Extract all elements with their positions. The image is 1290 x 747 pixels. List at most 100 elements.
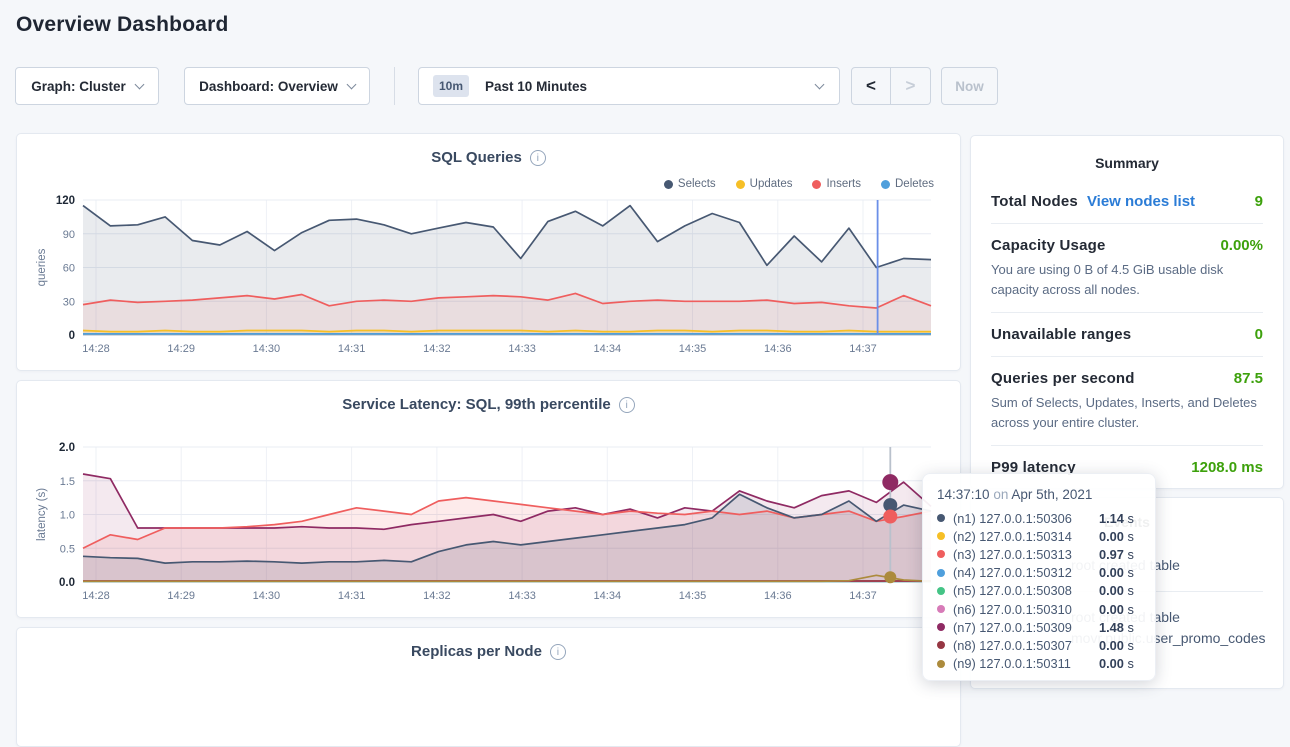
tooltip-node-address: (n1) 127.0.0.1:50306 — [953, 511, 1099, 526]
svg-text:14:36: 14:36 — [764, 590, 792, 602]
chart-legend: Selects Updates Inserts Deletes — [664, 178, 934, 190]
chart-title: SQL Queries — [431, 149, 522, 166]
svg-text:0.5: 0.5 — [60, 543, 75, 555]
summary-row-capacity: Capacity Usage 0.00% You are using 0 B o… — [991, 224, 1263, 313]
summary-label: Capacity Usage — [991, 237, 1106, 254]
tooltip-node-address: (n2) 127.0.0.1:50314 — [953, 529, 1099, 544]
tooltip-node-value: 1.14 s — [1099, 511, 1134, 526]
tooltip-node-address: (n4) 127.0.0.1:50312 — [953, 565, 1099, 580]
svg-text:14:36: 14:36 — [764, 343, 792, 355]
svg-text:2.0: 2.0 — [59, 442, 75, 454]
svg-text:14:33: 14:33 — [508, 590, 536, 602]
tooltip-row: (n5) 127.0.0.1:503080.00 s — [937, 582, 1141, 600]
view-nodes-link[interactable]: View nodes list — [1087, 193, 1195, 210]
summary-row-unavailable: Unavailable ranges 0 — [991, 313, 1263, 357]
series-dot-icon — [937, 532, 945, 540]
toolbar: Graph: Cluster Dashboard: Overview 10m P… — [0, 67, 1290, 105]
tooltip-node-value: 0.00 s — [1099, 565, 1134, 580]
summary-desc: Sum of Selects, Updates, Inserts, and De… — [991, 393, 1263, 432]
tooltip-row: (n3) 127.0.0.1:503130.97 s — [937, 545, 1141, 563]
svg-text:14:32: 14:32 — [423, 343, 451, 355]
info-icon[interactable]: i — [550, 644, 566, 660]
summary-desc: You are using 0 B of 4.5 GiB usable disk… — [991, 260, 1263, 299]
sql-queries-chart[interactable]: 14:28 14:29 14:30 14:31 14:32 14:33 14:34 14:35… — [31, 190, 947, 365]
tooltip-row: (n4) 127.0.0.1:503120.00 s — [937, 564, 1141, 582]
series-dot-icon — [937, 641, 945, 649]
tooltip-node-address: (n7) 127.0.0.1:50309 — [953, 620, 1099, 635]
now-button[interactable]: Now — [941, 67, 998, 105]
chevron-down-icon — [134, 79, 144, 89]
legend-dot-icon — [736, 180, 745, 189]
summary-row-total-nodes: Total Nodes View nodes list 9 — [991, 180, 1263, 224]
prev-range-button[interactable]: < — [851, 67, 891, 105]
info-icon[interactable]: i — [619, 397, 635, 413]
summary-panel: Summary Total Nodes View nodes list 9 Ca… — [970, 135, 1284, 489]
replicas-card: Replicas per Node i — [16, 627, 961, 747]
tooltip-row: (n1) 127.0.0.1:503061.14 s — [937, 509, 1141, 527]
summary-label: Unavailable ranges — [991, 326, 1131, 343]
svg-text:14:34: 14:34 — [594, 343, 622, 355]
svg-text:latency (s): latency (s) — [36, 488, 48, 541]
svg-text:0: 0 — [69, 330, 75, 342]
series-dot-icon — [937, 587, 945, 595]
svg-text:14:37: 14:37 — [849, 590, 877, 602]
tooltip-row: (n6) 127.0.0.1:503100.00 s — [937, 600, 1141, 618]
tooltip-node-address: (n5) 127.0.0.1:50308 — [953, 583, 1099, 598]
tooltip-row: (n2) 127.0.0.1:503140.00 s — [937, 527, 1141, 545]
tooltip-node-address: (n8) 127.0.0.1:50307 — [953, 638, 1099, 653]
time-range-selector[interactable]: 10m Past 10 Minutes — [418, 67, 840, 105]
legend-item[interactable]: Inserts — [812, 178, 861, 190]
tooltip-node-value: 0.00 s — [1099, 602, 1134, 617]
legend-item[interactable]: Updates — [736, 178, 793, 190]
svg-text:14:35: 14:35 — [679, 343, 707, 355]
chart-title: Replicas per Node — [411, 643, 542, 660]
svg-text:14:34: 14:34 — [594, 590, 622, 602]
next-range-button[interactable]: > — [891, 67, 931, 105]
toolbar-divider — [394, 67, 395, 105]
svg-text:0.0: 0.0 — [59, 577, 75, 589]
svg-text:14:30: 14:30 — [253, 343, 281, 355]
chevron-down-icon — [815, 79, 825, 89]
sql-queries-card: SQL Queries i Selects Updates Inserts Delet… — [16, 133, 961, 371]
series-dot-icon — [937, 569, 945, 577]
range-badge: 10m — [433, 75, 469, 97]
dashboard-dropdown[interactable]: Dashboard: Overview — [184, 67, 370, 105]
svg-text:14:29: 14:29 — [167, 343, 195, 355]
svg-text:1.5: 1.5 — [60, 476, 75, 488]
svg-text:14:28: 14:28 — [82, 343, 110, 355]
tooltip-node-value: 0.97 s — [1099, 547, 1134, 562]
legend-item[interactable]: Deletes — [881, 178, 934, 190]
svg-text:14:28: 14:28 — [82, 590, 110, 602]
tooltip-row: (n9) 127.0.0.1:503110.00 s — [937, 655, 1141, 673]
series-dot-icon — [937, 623, 945, 631]
series-dot-icon — [937, 514, 945, 522]
series-dot-icon — [937, 660, 945, 668]
tooltip-node-value: 0.00 s — [1099, 583, 1134, 598]
info-icon[interactable]: i — [530, 150, 546, 166]
tooltip-node-value: 0.00 s — [1099, 656, 1134, 671]
svg-text:14:32: 14:32 — [423, 590, 451, 602]
svg-text:14:29: 14:29 — [167, 590, 195, 602]
legend-item[interactable]: Selects — [664, 178, 716, 190]
svg-text:14:35: 14:35 — [679, 590, 707, 602]
chart-hover-tooltip: 14:37:10 on Apr 5th, 2021 (n1) 127.0.0.1… — [922, 473, 1156, 681]
tooltip-node-value: 0.00 s — [1099, 529, 1134, 544]
tooltip-node-value: 0.00 s — [1099, 638, 1134, 653]
chart-title: Service Latency: SQL, 99th percentile — [342, 396, 610, 413]
tooltip-node-address: (n9) 127.0.0.1:50311 — [953, 656, 1099, 671]
page-title: Overview Dashboard — [16, 13, 229, 37]
summary-value: 9 — [1255, 193, 1263, 210]
service-latency-card: Service Latency: SQL, 99th percentile i … — [16, 380, 961, 618]
legend-dot-icon — [812, 180, 821, 189]
summary-label: Total Nodes — [991, 193, 1078, 210]
tooltip-node-address: (n6) 127.0.0.1:50310 — [953, 602, 1099, 617]
time-pager: < > — [851, 67, 931, 105]
summary-title: Summary — [991, 136, 1263, 180]
graph-dropdown[interactable]: Graph: Cluster — [15, 67, 159, 105]
svg-text:14:31: 14:31 — [338, 343, 366, 355]
svg-text:14:33: 14:33 — [508, 343, 536, 355]
summary-label: Queries per second — [991, 370, 1135, 387]
service-latency-chart[interactable]: 14:2814:2914:3014:3114:3214:3314:3414:35… — [31, 437, 947, 612]
summary-value: 0.00% — [1220, 237, 1263, 254]
series-dot-icon — [937, 605, 945, 613]
